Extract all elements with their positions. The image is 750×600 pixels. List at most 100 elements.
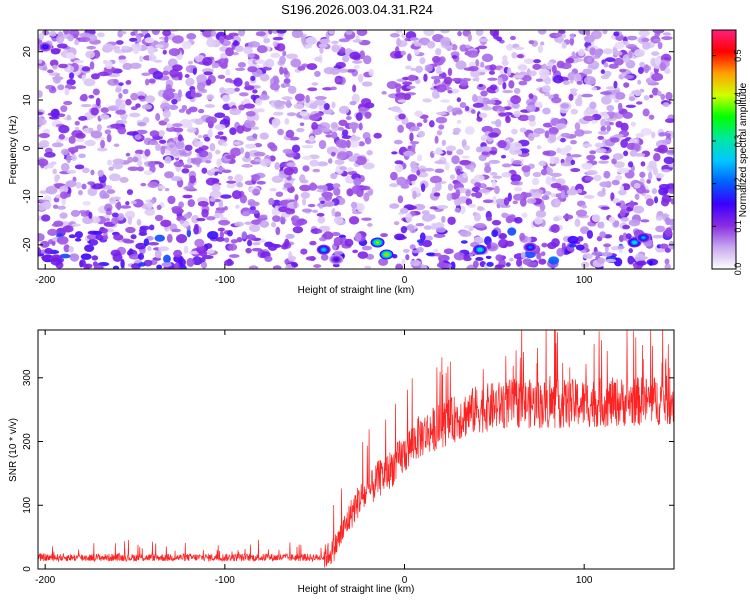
x-tick-label: 0 (402, 575, 408, 586)
heatmap-cell (622, 232, 627, 241)
heatmap-cell (620, 139, 629, 148)
heatmap-cell (118, 55, 127, 60)
heatmap-cell (224, 237, 230, 243)
heatmap-cell (405, 65, 412, 70)
heatmap-cell (113, 143, 120, 148)
heatmap-cell (465, 198, 473, 206)
heatmap-cell (299, 184, 311, 192)
heatmap-cell (51, 142, 64, 148)
heatmap-cell (582, 68, 593, 75)
heatmap-hot-spot (633, 241, 636, 244)
heatmap-cell (461, 155, 470, 159)
heatmap-cell (214, 134, 221, 139)
heatmap-cell (282, 67, 288, 75)
heatmap-cell (282, 50, 287, 57)
heatmap-cell (236, 125, 245, 134)
heatmap-cell (501, 171, 512, 178)
heatmap-cell (120, 259, 125, 269)
heatmap-cell (244, 151, 250, 159)
heatmap-cell (643, 95, 649, 101)
heatmap-cell (241, 164, 253, 168)
heatmap-cell (323, 103, 330, 110)
heatmap-cell (66, 169, 77, 174)
heatmap-cell (622, 54, 631, 63)
heatmap-cell (639, 61, 646, 68)
heatmap-cell (230, 239, 238, 244)
heatmap-cell (211, 183, 221, 193)
heatmap-cell (556, 60, 565, 69)
heatmap-cell (449, 174, 455, 180)
heatmap-cell (248, 265, 259, 269)
heatmap-cell (655, 225, 666, 233)
heatmap-cell (173, 249, 183, 258)
heatmap-cell (220, 62, 228, 69)
heatmap-cell (603, 243, 612, 248)
heatmap-cell (148, 140, 159, 146)
heatmap-cell (583, 115, 595, 122)
heatmap-cell (576, 188, 583, 194)
heatmap-cell (69, 253, 76, 261)
heatmap-cell (364, 265, 372, 269)
heatmap-cell (334, 77, 344, 83)
heatmap-cell (459, 230, 472, 237)
heatmap-cell (486, 99, 496, 105)
heatmap-cell (126, 189, 134, 196)
heatmap-cell (473, 236, 484, 243)
heatmap-cell (210, 75, 216, 83)
heatmap-cell (268, 197, 275, 206)
heatmap-cell (294, 93, 305, 102)
heatmap-cell (178, 71, 183, 81)
heatmap-cell (601, 95, 612, 105)
heatmap-cell (202, 30, 213, 38)
heatmap-cell (626, 142, 636, 150)
heatmap-cell (608, 63, 619, 69)
heatmap-cell (57, 84, 65, 91)
heatmap-cell (241, 231, 248, 240)
heatmap-cell (186, 228, 192, 238)
heatmap-cell (495, 198, 505, 205)
heatmap-cell (332, 263, 340, 268)
heatmap-cell (227, 175, 234, 180)
heatmap-cell (184, 74, 190, 78)
heatmap-cell (396, 176, 407, 186)
heatmap-cell (68, 72, 75, 80)
heatmap-cell (70, 209, 81, 217)
heatmap-cell (440, 99, 450, 103)
heatmap-cell (603, 113, 609, 120)
heatmap-cell (627, 255, 635, 265)
heatmap-cell (354, 232, 362, 242)
heatmap-cell (347, 155, 358, 162)
heatmap-cell (536, 252, 542, 260)
heatmap-cell (409, 259, 422, 267)
heatmap-cell (58, 133, 65, 140)
heatmap-cell (565, 57, 575, 64)
heatmap-cell (92, 183, 104, 190)
heatmap-cell (102, 59, 108, 65)
heatmap-cell (586, 169, 598, 176)
heatmap-cell (206, 38, 216, 48)
heatmap-cell (256, 180, 266, 185)
heatmap-cell (255, 59, 265, 65)
heatmap-cell (201, 167, 208, 174)
heatmap-cell (251, 173, 261, 182)
heatmap-cell (299, 122, 305, 126)
heatmap-cell (183, 245, 189, 254)
heatmap-cell (488, 132, 499, 138)
heatmap-cell (83, 78, 96, 87)
heatmap-cell (513, 110, 521, 118)
heatmap-cell (357, 73, 364, 83)
heatmap-cell (597, 190, 606, 197)
heatmap-cell (279, 55, 286, 65)
heatmap-cell (125, 152, 131, 157)
heatmap-cell (516, 53, 525, 59)
heatmap-cell (234, 45, 244, 53)
heatmap-cell (446, 105, 454, 113)
heatmap-cell (550, 182, 562, 189)
heatmap-cell (244, 81, 250, 87)
heatmap-cell (478, 112, 488, 119)
heatmap-cell (649, 94, 654, 99)
heatmap-cell (136, 159, 143, 167)
heatmap-cell (623, 150, 629, 157)
heatmap-cell (487, 77, 498, 81)
heatmap-cell (366, 149, 373, 156)
